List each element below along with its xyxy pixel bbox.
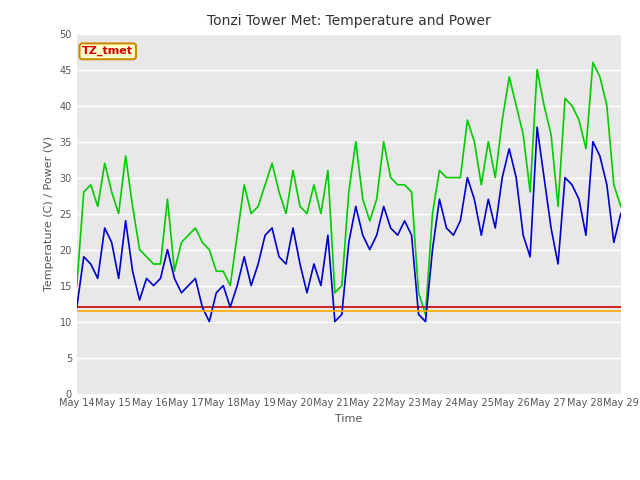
X-axis label: Time: Time (335, 414, 362, 424)
Text: TZ_tmet: TZ_tmet (82, 46, 133, 57)
Y-axis label: Temperature (C) / Power (V): Temperature (C) / Power (V) (44, 136, 54, 291)
Legend: Panel T, Battery V, Air T, Solar V: Panel T, Battery V, Air T, Solar V (167, 477, 531, 480)
Title: Tonzi Tower Met: Temperature and Power: Tonzi Tower Met: Temperature and Power (207, 14, 491, 28)
